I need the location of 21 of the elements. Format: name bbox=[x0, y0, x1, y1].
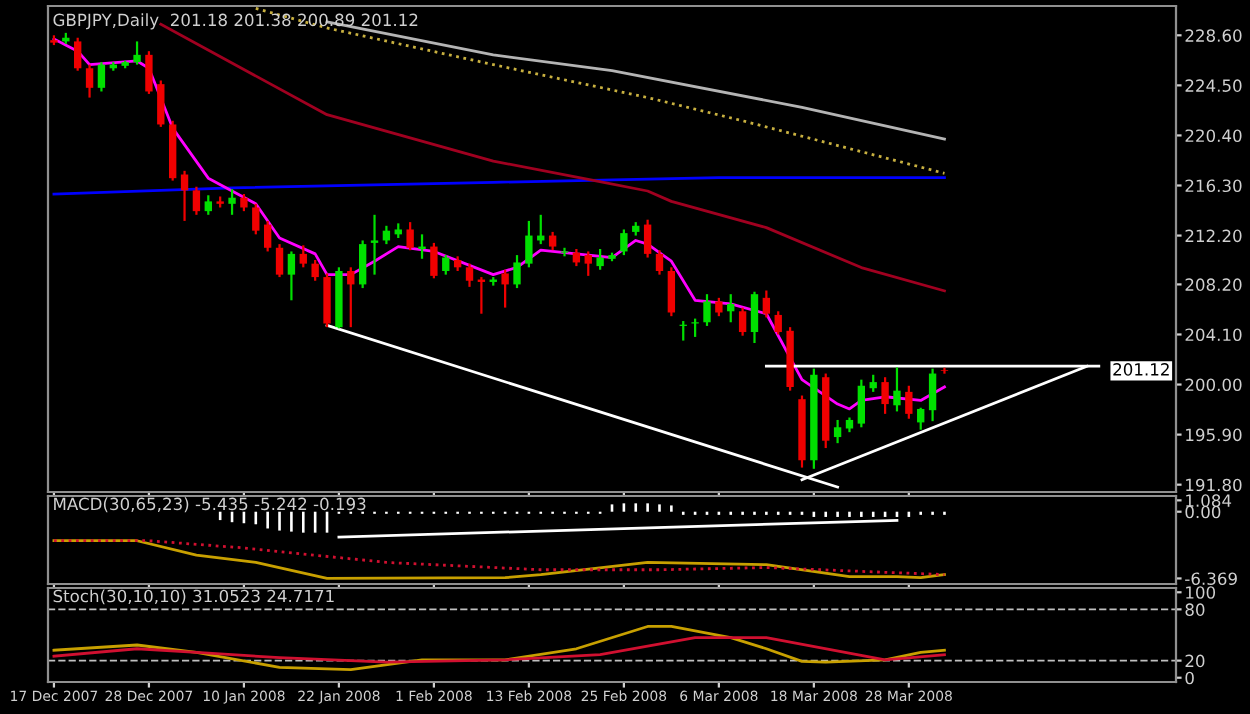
y-tick-label: 212.20 bbox=[1185, 229, 1242, 243]
y-tick-label: 0.00 bbox=[1185, 505, 1221, 519]
y-tick-label: 216.30 bbox=[1185, 179, 1242, 193]
y-tick-label: 195.90 bbox=[1186, 428, 1242, 442]
y-tick-label: 220.40 bbox=[1185, 129, 1242, 143]
y-tick-label: 1.084 bbox=[1186, 494, 1232, 507]
y-tick-label: 228.60 bbox=[1185, 29, 1242, 42]
y-tick-label: 224.50 bbox=[1185, 79, 1242, 92]
y-tick-label: 204.10 bbox=[1185, 328, 1242, 342]
y-tick-label: 20 bbox=[1185, 654, 1205, 668]
y-tick-label: 80 bbox=[1185, 603, 1205, 616]
annotation: 201.12 bbox=[1113, 363, 1169, 376]
chart-title: Stoch(30,10,10) 31.0523 24.7171 bbox=[53, 589, 334, 605]
chart-title: GBPJPY,Daily 201.18 201.38 200.89 201.12 bbox=[53, 13, 418, 30]
y-tick-label: 0 bbox=[1185, 671, 1194, 685]
y-tick-label: -6.369 bbox=[1185, 572, 1237, 586]
chart-title: MACD(30,65,23) -5.435 -5.242 -0.193 bbox=[54, 497, 366, 513]
y-tick-label: 200.00 bbox=[1185, 378, 1242, 392]
y-tick-label: 191.80 bbox=[1186, 478, 1242, 492]
y-tick-label: 208.20 bbox=[1185, 278, 1242, 291]
y-tick-label: 100 bbox=[1186, 586, 1216, 599]
